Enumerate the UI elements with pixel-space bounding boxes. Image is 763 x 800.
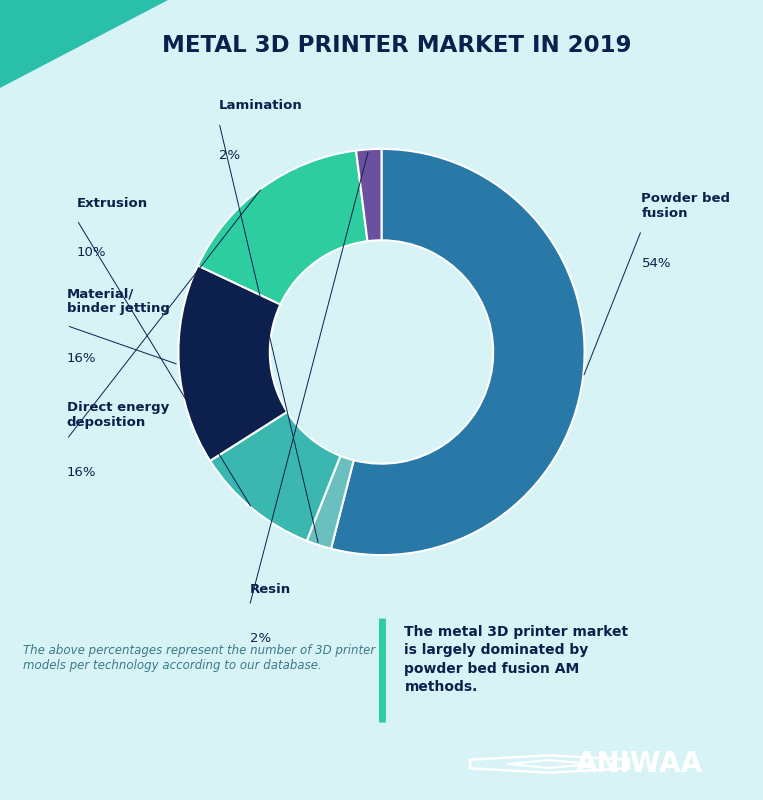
Text: 16%: 16%: [66, 352, 96, 365]
Wedge shape: [210, 412, 340, 541]
Text: Powder bed
fusion: Powder bed fusion: [642, 192, 730, 220]
Text: Lamination: Lamination: [219, 99, 303, 112]
Text: The above percentages represent the number of 3D printer
models per technology a: The above percentages represent the numb…: [23, 644, 375, 672]
Wedge shape: [356, 149, 382, 241]
Polygon shape: [0, 0, 168, 88]
Wedge shape: [307, 456, 354, 549]
Text: Extrusion: Extrusion: [77, 197, 148, 210]
Text: METAL 3D PRINTER MARKET IN 2019: METAL 3D PRINTER MARKET IN 2019: [162, 34, 632, 58]
Wedge shape: [331, 149, 584, 555]
Text: 54%: 54%: [642, 257, 671, 270]
Text: Direct energy
deposition: Direct energy deposition: [66, 401, 169, 429]
Text: 16%: 16%: [66, 466, 96, 478]
Text: Resin: Resin: [250, 582, 291, 596]
Text: 2%: 2%: [219, 149, 240, 162]
Text: The metal 3D printer market
is largely dominated by
powder bed fusion AM
methods: The metal 3D printer market is largely d…: [404, 625, 629, 694]
Text: ANIWAA: ANIWAA: [576, 750, 703, 778]
Text: 2%: 2%: [250, 632, 271, 646]
Wedge shape: [198, 150, 368, 305]
Text: 10%: 10%: [77, 246, 106, 259]
Wedge shape: [179, 266, 287, 461]
Text: Material/
binder jetting: Material/ binder jetting: [66, 287, 169, 315]
